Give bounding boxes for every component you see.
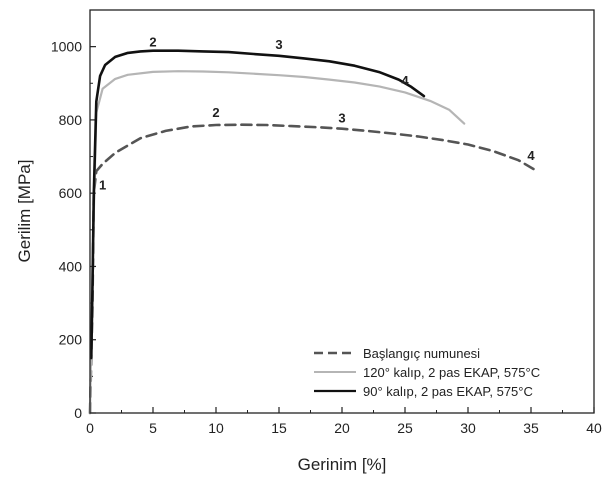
y-tick-label: 1000 [51,39,82,55]
x-tick-label: 15 [271,420,287,436]
curve-point-label: 1 [99,178,106,193]
y-tick-label: 0 [74,405,82,421]
annotations-layer: 1 2 3 4 2 3 4 [99,35,535,193]
plot-frame [89,9,595,414]
x-tick-label: 0 [86,420,94,436]
series-90-kalip [90,49,426,360]
series-layer [88,49,539,415]
y-axis-label: Gerilim [MPa] [15,160,34,263]
curve-point-label: 2 [212,105,219,120]
y-tick-label: 600 [59,185,83,201]
curve-point-label: 4 [401,73,409,88]
x-axis-label: Gerinim [%] [298,455,387,474]
curve-point-label: 3 [338,110,345,125]
x-tick-label: 30 [460,420,476,436]
y-tick-label: 400 [59,258,83,274]
x-tick-label: 5 [149,420,157,436]
x-tick-label: 25 [397,420,413,436]
x-tick-label: 10 [208,420,224,436]
y-tick-label: 200 [59,332,83,348]
y-tick-label: 800 [59,112,83,128]
legend-label-90: 90° kalıp, 2 pas EKAP, 575°C [363,384,533,399]
x-tick-label: 20 [334,420,350,436]
curve-point-label: 2 [149,35,156,50]
series-120-kalip [88,70,466,415]
x-tick-label: 35 [523,420,539,436]
curve-point-label: 3 [275,37,282,52]
legend-label-baslangic: Başlangıç numunesi [363,346,480,361]
series-baslangic-numunesi [88,123,539,415]
curve-point-label: 4 [527,148,535,163]
legend-label-120: 120° kalıp, 2 pas EKAP, 575°C [363,365,540,380]
x-tick-label: 40 [586,420,602,436]
legend: Başlangıç numunesi 120° kalıp, 2 pas EKA… [314,346,540,399]
